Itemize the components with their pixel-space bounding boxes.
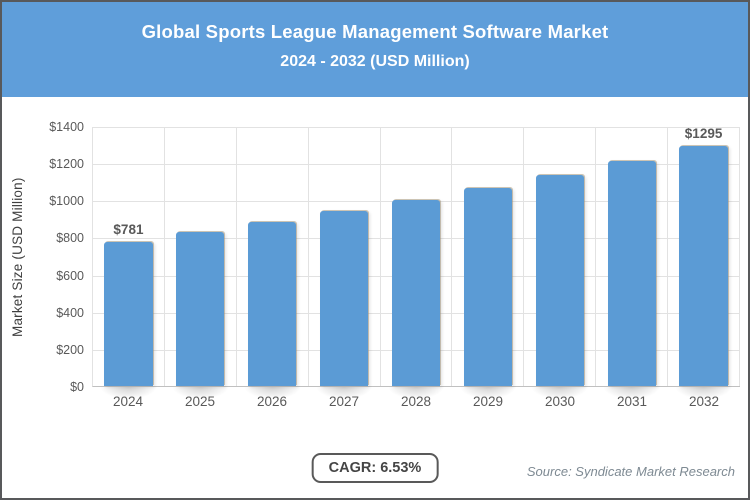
bar-shadow — [243, 387, 301, 399]
x-tick-label: 2030 — [544, 394, 576, 409]
bar-2027 — [320, 211, 369, 386]
y-tick-label: $1000 — [49, 194, 84, 209]
gridline — [93, 127, 740, 128]
plot-area: $781 $1295 — [92, 126, 741, 399]
x-axis-labels: 2024 2025 2026 2027 2028 2029 2030 2031 2032 — [92, 394, 740, 409]
chart-title: Global Sports League Management Software… — [141, 21, 609, 42]
bar-cell — [309, 127, 381, 399]
source-note: Source: Syndicate Market Research — [526, 464, 735, 479]
x-tick-label: 2027 — [328, 394, 360, 409]
bar-cell: $1295 — [668, 126, 741, 399]
x-tick-label: 2032 — [688, 394, 720, 409]
bar-cell — [237, 127, 309, 399]
x-tick-label: 2028 — [400, 394, 432, 409]
bar-shadow — [387, 387, 445, 399]
x-tick-label: 2025 — [184, 394, 216, 409]
bar-2032 — [679, 146, 728, 386]
bar-cell — [165, 127, 237, 399]
bar-shadow — [171, 387, 229, 399]
bar-cell — [452, 127, 525, 399]
bar-2024 — [104, 241, 153, 386]
bar-2030 — [535, 174, 584, 386]
y-tick-label: $800 — [56, 231, 84, 246]
y-tick-label: $200 — [56, 342, 84, 357]
y-tick-label: $1200 — [49, 157, 84, 172]
y-tick-label: $0 — [70, 380, 84, 394]
bar-shadow — [315, 387, 373, 399]
bar-shadow — [675, 387, 732, 399]
gridline — [93, 164, 740, 166]
y-tick-label: $600 — [56, 268, 84, 283]
bar-cell — [524, 127, 597, 399]
chart-area: Market Size (USD Million) $0 $200 $400 $600… — [2, 97, 748, 498]
bar-value-label: $781 — [113, 221, 144, 237]
bar-value-label: $1295 — [684, 126, 723, 142]
chart-header: Global Sports League Management Software… — [2, 2, 748, 97]
cagr-badge: CAGR: 6.53% — [311, 453, 439, 483]
x-tick-label: 2031 — [616, 394, 648, 409]
x-tick-label: 2029 — [472, 394, 504, 409]
bar-shadow — [100, 387, 157, 399]
x-tick-label: 2026 — [256, 394, 288, 409]
bar-shadow — [603, 387, 661, 399]
bar-shadow — [531, 387, 589, 399]
bar-2029 — [463, 187, 512, 386]
bar-2031 — [607, 161, 656, 386]
x-tick-label: 2024 — [112, 394, 144, 409]
y-tick-label: $1400 — [49, 120, 84, 134]
bar-cell — [381, 127, 453, 399]
bar-cell — [596, 127, 669, 399]
bar-2028 — [391, 199, 441, 386]
chart-subtitle: 2024 - 2032 (USD Million) — [280, 53, 470, 70]
bar-shadow — [459, 387, 517, 399]
bar-2025 — [176, 232, 225, 386]
bar-cell: $781 — [93, 127, 165, 399]
bar-2026 — [248, 222, 297, 386]
y-tick-label: $400 — [56, 305, 84, 320]
